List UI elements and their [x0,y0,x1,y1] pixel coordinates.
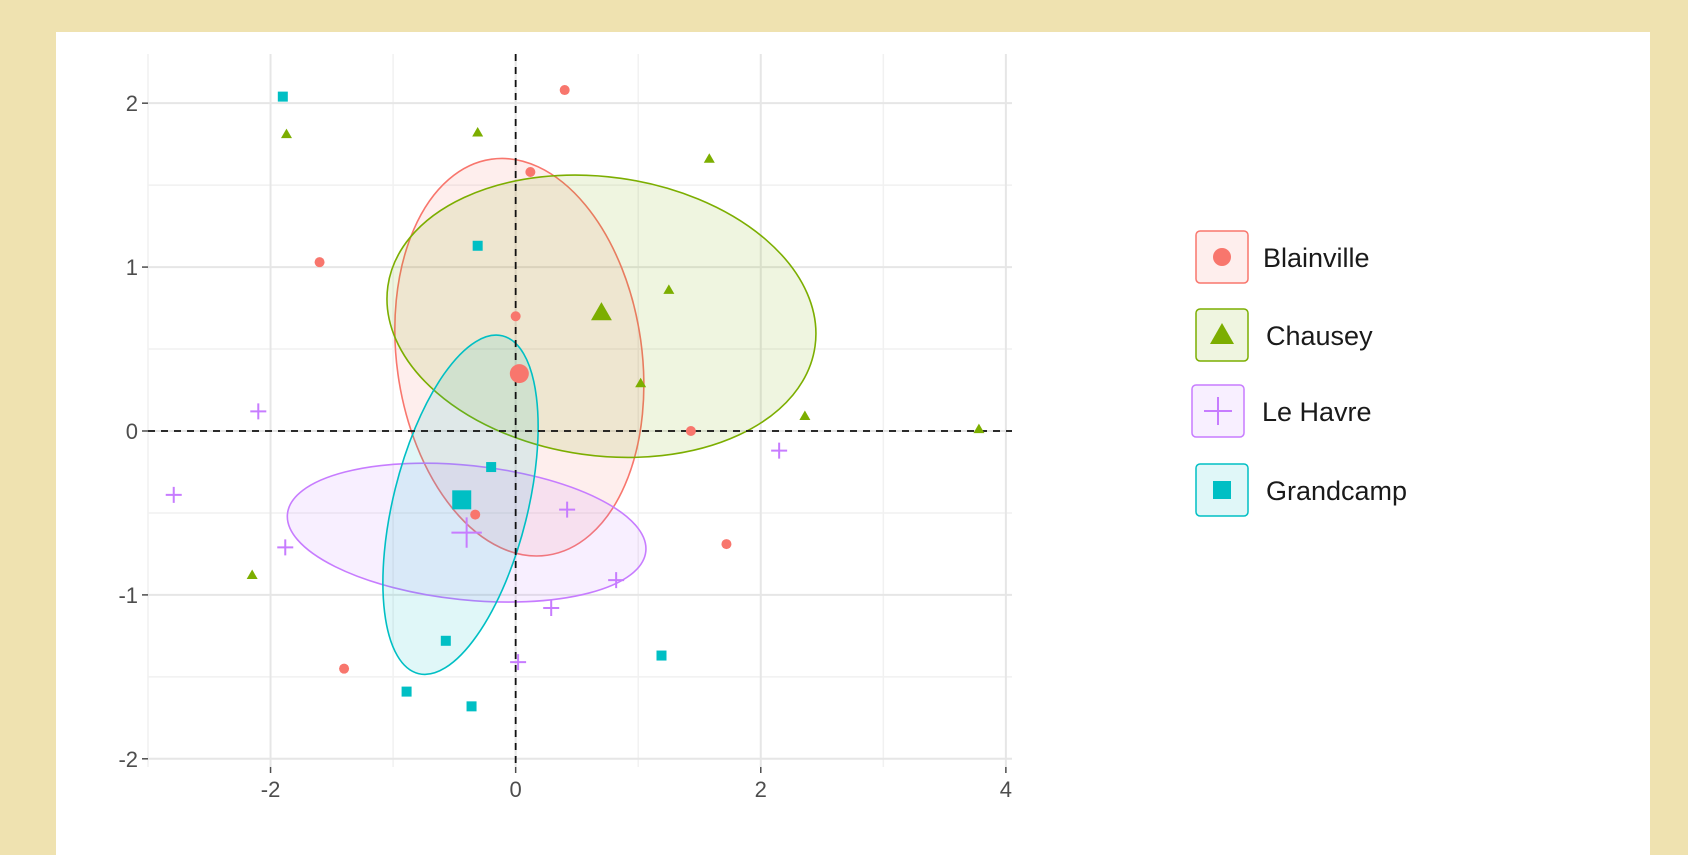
point-blainville [559,85,570,96]
legend-item-blainville: Blainville [1195,230,1370,284]
point-le-havre [510,654,527,671]
point-blainville [339,663,350,674]
circle-marker-icon [1213,248,1231,266]
axes: -2 -1 0 1 2 -2 0 2 4 [118,91,1012,802]
point-grandcamp [277,91,288,102]
point-le-havre [165,486,182,503]
legend-item-chausey: Chausey [1195,308,1373,362]
legend-item-grandcamp: Grandcamp [1195,463,1407,517]
point-chausey [280,128,292,139]
legend-label: Le Havre [1262,397,1372,427]
legend-label: Chausey [1266,321,1373,351]
point-le-havre [277,539,294,556]
point-blainville [685,425,696,436]
mean-point-chausey [590,302,612,321]
point-blainville [470,509,481,520]
mean-point-le-havre [451,517,482,548]
mean-point-grandcamp [452,490,472,510]
point-le-havre [543,600,560,617]
point-blainville [721,539,732,550]
point-grandcamp [401,686,412,697]
mean-point-blainville [509,364,529,384]
point-blainville [314,257,325,268]
point-grandcamp [472,240,483,251]
y-tick-label: -2 [118,747,138,772]
point-le-havre [250,403,267,420]
point-chausey [635,377,647,388]
chart-panel: -2 -1 0 1 2 -2 0 2 4 Blainville Chausey [56,32,1650,855]
legend-label: Blainville [1263,243,1370,273]
y-tick-label: 0 [126,419,138,444]
y-tick-label: -1 [118,583,138,608]
legend-item-le-havre: Le Havre [1191,384,1372,438]
point-chausey [703,153,715,163]
point-grandcamp [486,462,497,473]
point-chausey [663,284,675,294]
point-chausey [973,423,985,434]
square-marker-icon [1213,481,1231,499]
reference-lines [148,54,1012,767]
x-tick-label: 4 [1000,777,1012,802]
point-blainville [510,311,521,322]
legend-label: Grandcamp [1266,476,1407,506]
x-tick-label: 2 [755,777,767,802]
ellipse-blainville [394,157,645,557]
point-le-havre [608,572,625,589]
point-chausey [799,410,811,421]
point-blainville [525,167,536,178]
point-grandcamp [440,635,451,646]
legend: Blainville Chausey Le Havre Grandcamp [1191,230,1407,517]
point-chausey [472,126,484,137]
scatter-plot: -2 -1 0 1 2 -2 0 2 4 Blainville Chausey [118,54,1407,802]
point-grandcamp [466,701,477,712]
cross-marker-icon [1204,397,1232,425]
point-le-havre [771,442,788,459]
x-tick-label: -2 [261,777,281,802]
data-points [165,85,985,712]
y-tick-label: 1 [126,255,138,280]
point-grandcamp [656,650,667,661]
point-chausey [246,569,258,580]
triangle-marker-icon [1210,323,1234,344]
point-le-havre [559,501,576,518]
y-tick-label: 2 [126,91,138,116]
x-tick-label: 0 [510,777,522,802]
